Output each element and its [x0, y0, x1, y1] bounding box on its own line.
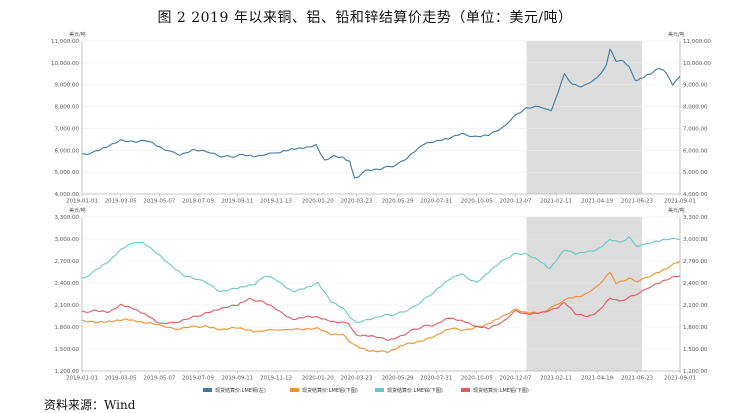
y-tick-label-right: 9,000.00 — [683, 83, 708, 89]
x-tick-label: 2020-03-23 — [340, 376, 372, 382]
x-tick-label: 2019-09-11 — [221, 376, 253, 382]
y-tick-label-right: 5,000.00 — [683, 170, 708, 176]
y-unit-right: 美元/吨 — [668, 31, 685, 38]
y-tick-label-right: 2,700.00 — [683, 259, 708, 265]
legend-label-aluminum: 现货结算价:LME铝(下图) — [302, 387, 358, 394]
y-tick-label-left: 9,000.00 — [55, 83, 80, 89]
x-tick-label: 2020-10-05 — [461, 199, 493, 205]
x-tick-label: 2020-01-20 — [302, 199, 334, 205]
x-tick-label: 2021-02-11 — [540, 376, 572, 382]
x-tick-label: 2020-12-07 — [499, 376, 531, 382]
y-tick-label-right: 1,200.00 — [683, 369, 708, 375]
x-tick-label: 2020-10-05 — [461, 376, 493, 382]
y-tick-label-left: 8,000.00 — [55, 105, 80, 111]
legend-swatch-lead — [461, 388, 470, 392]
y-tick-label-right: 6,000.00 — [683, 148, 708, 154]
x-tick-label: 2019-07-09 — [182, 376, 214, 382]
x-tick-label: 2020-05-29 — [382, 376, 414, 382]
y-tick-label-left: 6,000.00 — [55, 148, 80, 154]
x-tick-label: 2021-09-01 — [664, 376, 696, 382]
source-note: 资料来源：Wind — [44, 398, 136, 412]
legend-swatch-aluminum — [290, 388, 299, 392]
y-tick-label-right: 2,100.00 — [683, 303, 708, 309]
x-tick-label: 2021-04-19 — [581, 199, 613, 205]
legend-swatch-zinc — [375, 388, 384, 392]
y-tick-label-left: 1,800.00 — [55, 325, 80, 331]
x-tick-label: 2020-12-07 — [499, 199, 531, 205]
x-tick-label: 2019-11-13 — [260, 376, 292, 382]
x-tick-label: 2019-01-01 — [66, 199, 98, 205]
chart-panel-2: 1,200.00 1,200.00 1,500.00 1,500.00 1,800.00… — [55, 207, 708, 382]
x-tick-label: 2021-06-23 — [621, 199, 653, 205]
figure-title: 图 2 2019 年以来铜、铝、铅和锌结算价走势（单位：美元/吨） — [157, 10, 573, 26]
legend-label-zinc: 现货结算价:LME锌(下图) — [387, 387, 443, 394]
y-tick-label-left: 4,000.00 — [55, 192, 80, 198]
x-tick-label: 2020-05-29 — [382, 199, 414, 205]
y-tick-label-right: 3,000.00 — [683, 237, 708, 243]
x-tick-label: 2019-01-01 — [66, 376, 98, 382]
y-tick-label-right: 3,300.00 — [683, 215, 708, 221]
y-tick-label-left: 11,000.00 — [51, 39, 79, 45]
y-tick-label-left: 1,200.00 — [55, 369, 80, 375]
legend: 现货结算价:LME铜(左) 现货结算价:LME铝(下图) 现货结算价:LME锌(下图… — [203, 387, 529, 394]
y-tick-label-right: 10,000.00 — [683, 61, 711, 67]
y-unit-right: 美元/吨 — [668, 207, 685, 214]
y-tick-label-right: 8,000.00 — [683, 105, 708, 111]
x-tick-label: 2019-09-11 — [221, 199, 253, 205]
series-line-copper — [82, 48, 681, 179]
y-tick-label-left: 2,100.00 — [55, 303, 80, 309]
x-tick-label: 2020-03-23 — [340, 199, 372, 205]
x-tick-label: 2019-03-05 — [105, 376, 137, 382]
x-tick-label: 2019-03-05 — [105, 199, 137, 205]
y-tick-label-left: 3,000.00 — [55, 237, 80, 243]
y-tick-label-right: 11,000.00 — [683, 39, 711, 45]
y-unit-left: 美元/吨 — [69, 207, 86, 214]
shaded-period — [526, 41, 642, 194]
x-tick-label: 2020-07-31 — [420, 199, 452, 205]
x-tick-label: 2019-11-13 — [260, 199, 292, 205]
y-tick-label-right: 1,500.00 — [683, 347, 708, 353]
y-tick-label-right: 4,000.00 — [683, 192, 708, 198]
y-tick-label-left: 2,700.00 — [55, 259, 80, 265]
chart-panel-1: 4,000.00 4,000.00 5,000.00 5,000.00 6,000.00… — [51, 31, 711, 205]
x-tick-label: 2019-05-07 — [143, 376, 175, 382]
y-tick-label-left: 3,300.00 — [55, 215, 80, 221]
x-tick-label: 2019-07-09 — [182, 199, 214, 205]
y-tick-label-right: 2,400.00 — [683, 281, 708, 287]
x-tick-label: 2021-06-23 — [621, 376, 653, 382]
x-tick-label: 2019-05-07 — [143, 199, 175, 205]
y-tick-label-left: 2,400.00 — [55, 281, 80, 287]
x-tick-label: 2020-07-31 — [420, 376, 452, 382]
y-tick-label-right: 7,000.00 — [683, 126, 708, 132]
legend-label-lead: 现货结算价:LME铅(下图) — [473, 387, 529, 394]
y-tick-label-right: 1,800.00 — [683, 325, 708, 331]
series-line-lead — [81, 275, 681, 341]
y-tick-label-left: 1,500.00 — [55, 347, 80, 353]
y-tick-label-left: 10,000.00 — [51, 61, 79, 67]
legend-label-copper: 现货结算价:LME铜(左) — [215, 387, 266, 394]
y-unit-left: 美元/吨 — [69, 31, 86, 38]
y-tick-label-left: 5,000.00 — [55, 170, 80, 176]
series-line-aluminum — [81, 260, 681, 353]
y-tick-label-left: 7,000.00 — [55, 126, 80, 132]
x-tick-label: 2020-01-20 — [302, 376, 334, 382]
x-tick-label: 2021-04-19 — [581, 376, 613, 382]
legend-swatch-copper — [203, 388, 212, 392]
series-line-zinc — [81, 236, 681, 323]
x-tick-label: 2021-02-11 — [540, 199, 572, 205]
x-tick-label: 2021-09-01 — [664, 199, 696, 205]
